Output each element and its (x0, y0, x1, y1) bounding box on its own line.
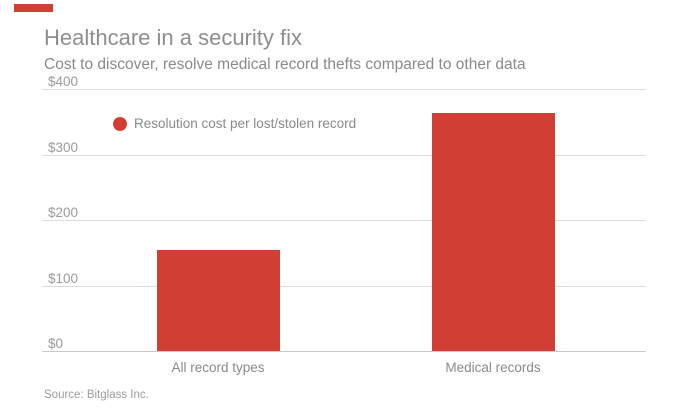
accent-mark (14, 4, 53, 12)
source-note: Source: Bitglass Inc. (44, 389, 149, 401)
gridlines: $400 $300 $200 $100 $0 (42, 74, 646, 352)
gridline-200: $200 (42, 205, 646, 221)
gridline-100: $100 (42, 271, 646, 287)
chart-subtitle: Cost to discover, resolve medical record… (44, 56, 526, 73)
gridline-300: $300 (42, 140, 646, 156)
legend-marker-icon (113, 116, 127, 131)
y-tick-label-0: $0 (48, 336, 64, 351)
x-axis-label-all-record-types: All record types (171, 360, 265, 375)
bar-series (42, 89, 646, 351)
legend: Resolution cost per lost/stolen record (113, 116, 356, 131)
gridline-0: $0 (42, 336, 646, 352)
legend-label: Resolution cost per lost/stolen record (134, 116, 357, 131)
plot-area: $400 $300 $200 $100 $0 All record types … (42, 74, 646, 375)
chart-title: Healthcare in a security fix (44, 25, 302, 50)
y-tick-label-300: $300 (48, 139, 79, 155)
y-tick-label-100: $100 (48, 270, 79, 286)
y-tick-label-400: $400 (48, 74, 79, 89)
bar-medical-records (432, 113, 555, 351)
bar-all-record-types (157, 250, 280, 351)
y-tick-label-200: $200 (48, 205, 79, 220)
gridline-400: $400 (42, 74, 646, 90)
x-axis-label-medical-records: Medical records (445, 360, 541, 375)
